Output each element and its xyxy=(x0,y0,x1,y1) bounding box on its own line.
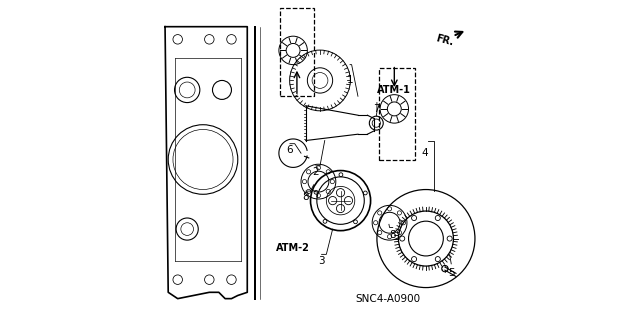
Text: 8: 8 xyxy=(389,230,396,241)
Bar xyxy=(280,8,314,96)
Text: ATM-1: ATM-1 xyxy=(378,85,412,95)
Text: 3: 3 xyxy=(318,256,325,266)
Text: 1: 1 xyxy=(347,76,353,85)
Text: ATM-2: ATM-2 xyxy=(276,243,310,253)
Text: FR.: FR. xyxy=(435,34,455,48)
Circle shape xyxy=(442,265,448,272)
Text: 6: 6 xyxy=(287,145,293,155)
Text: 7: 7 xyxy=(374,104,380,114)
Text: SNC4-A0900: SNC4-A0900 xyxy=(355,293,420,304)
Text: 8: 8 xyxy=(303,192,309,203)
Bar xyxy=(378,68,415,160)
Text: 4: 4 xyxy=(421,148,428,158)
Text: 2: 2 xyxy=(312,167,319,177)
Text: 5: 5 xyxy=(448,268,454,278)
